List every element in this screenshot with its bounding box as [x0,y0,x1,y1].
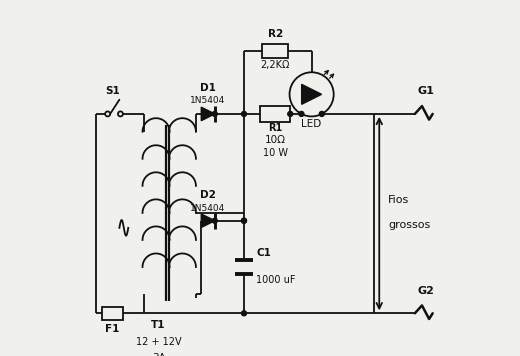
Text: 12 + 12V: 12 + 12V [136,337,181,347]
Circle shape [299,111,304,116]
Circle shape [118,111,123,116]
Bar [260,106,290,122]
Text: D1: D1 [200,83,216,93]
Text: G2: G2 [417,286,434,296]
Text: 3A: 3A [152,354,165,356]
Text: R2: R2 [267,29,283,39]
Circle shape [212,218,217,223]
Bar [262,44,289,58]
Circle shape [290,72,334,116]
Circle shape [288,111,293,116]
Circle shape [319,111,324,116]
Text: LED: LED [302,119,322,129]
Bar [101,307,123,320]
Text: 2,2KΩ: 2,2KΩ [261,61,290,70]
Text: C1: C1 [256,248,271,258]
Circle shape [105,111,110,116]
Text: D2: D2 [200,190,216,200]
Polygon shape [302,84,321,104]
Text: 10 W: 10 W [263,148,288,158]
Polygon shape [201,214,215,227]
Text: R1: R1 [268,123,282,133]
Text: grossos: grossos [388,220,431,230]
Text: G1: G1 [417,87,434,96]
Circle shape [241,218,246,223]
Text: S1: S1 [105,87,120,96]
Circle shape [212,111,217,116]
Circle shape [241,218,246,223]
Text: 1000 uF: 1000 uF [256,275,296,285]
Text: F1: F1 [105,324,120,334]
Text: T1: T1 [151,320,166,330]
Text: Fios: Fios [388,195,409,205]
Text: 1N5404: 1N5404 [190,204,226,213]
Circle shape [241,111,246,116]
Text: 10Ω: 10Ω [265,135,285,145]
Polygon shape [201,107,215,121]
Text: 1N5404: 1N5404 [190,96,226,105]
Circle shape [241,311,246,316]
